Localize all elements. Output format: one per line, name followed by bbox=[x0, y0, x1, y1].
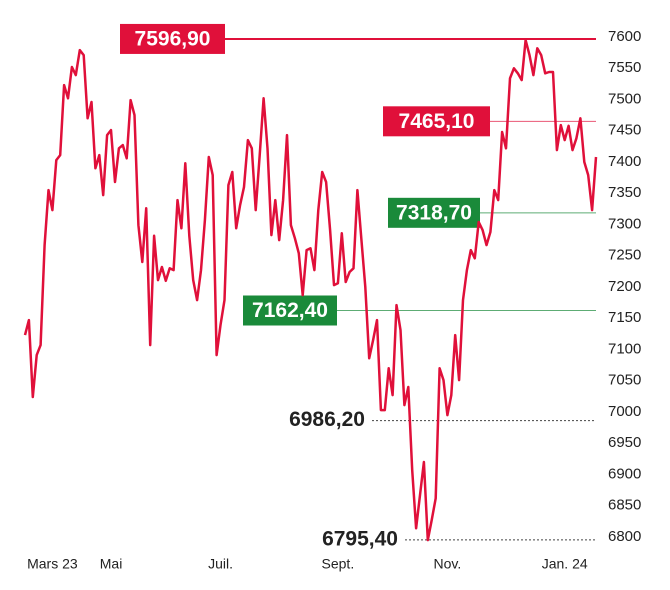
y-tick-label: 6900 bbox=[608, 465, 641, 482]
y-tick-label: 7000 bbox=[608, 403, 641, 420]
annotation-label: 7596,90 bbox=[135, 27, 211, 50]
annotation-label: 7162,40 bbox=[252, 299, 328, 322]
annotation-box bbox=[388, 197, 480, 228]
y-tick-label: 7200 bbox=[608, 278, 641, 295]
y-tick-label: 7550 bbox=[608, 59, 641, 76]
y-tick-label: 6950 bbox=[608, 434, 641, 451]
annotation-label: 6986,20 bbox=[289, 408, 365, 431]
y-tick-label: 7350 bbox=[608, 184, 641, 201]
y-tick-label: 6850 bbox=[608, 497, 641, 514]
x-tick-label: Mai bbox=[100, 556, 123, 572]
y-tick-label: 7100 bbox=[608, 340, 641, 357]
x-tick-label: Jan. 24 bbox=[542, 556, 588, 572]
annotation-label: 7318,70 bbox=[396, 201, 472, 224]
annotation-label: 7465,10 bbox=[399, 110, 475, 133]
y-tick-label: 7250 bbox=[608, 247, 641, 264]
y-tick-label: 7300 bbox=[608, 215, 641, 232]
x-tick-label: Juil. bbox=[208, 556, 233, 572]
y-tick-label: 7450 bbox=[608, 122, 641, 139]
y-tick-label: 7500 bbox=[608, 90, 641, 107]
annotation-box bbox=[243, 295, 337, 326]
x-tick-label: Mars 23 bbox=[27, 556, 78, 572]
annotation-box bbox=[383, 106, 490, 137]
price-line bbox=[23, 38, 598, 542]
y-tick-label: 7150 bbox=[608, 309, 641, 326]
y-tick-label: 7050 bbox=[608, 372, 641, 389]
y-tick-label: 7400 bbox=[608, 153, 641, 170]
annotation-label: 6795,40 bbox=[322, 527, 398, 550]
y-tick-label: 7600 bbox=[608, 28, 641, 45]
x-tick-label: Nov. bbox=[434, 556, 462, 572]
x-tick-label: Sept. bbox=[322, 556, 355, 572]
annotation-box bbox=[120, 23, 225, 54]
y-tick-label: 6800 bbox=[608, 528, 641, 545]
